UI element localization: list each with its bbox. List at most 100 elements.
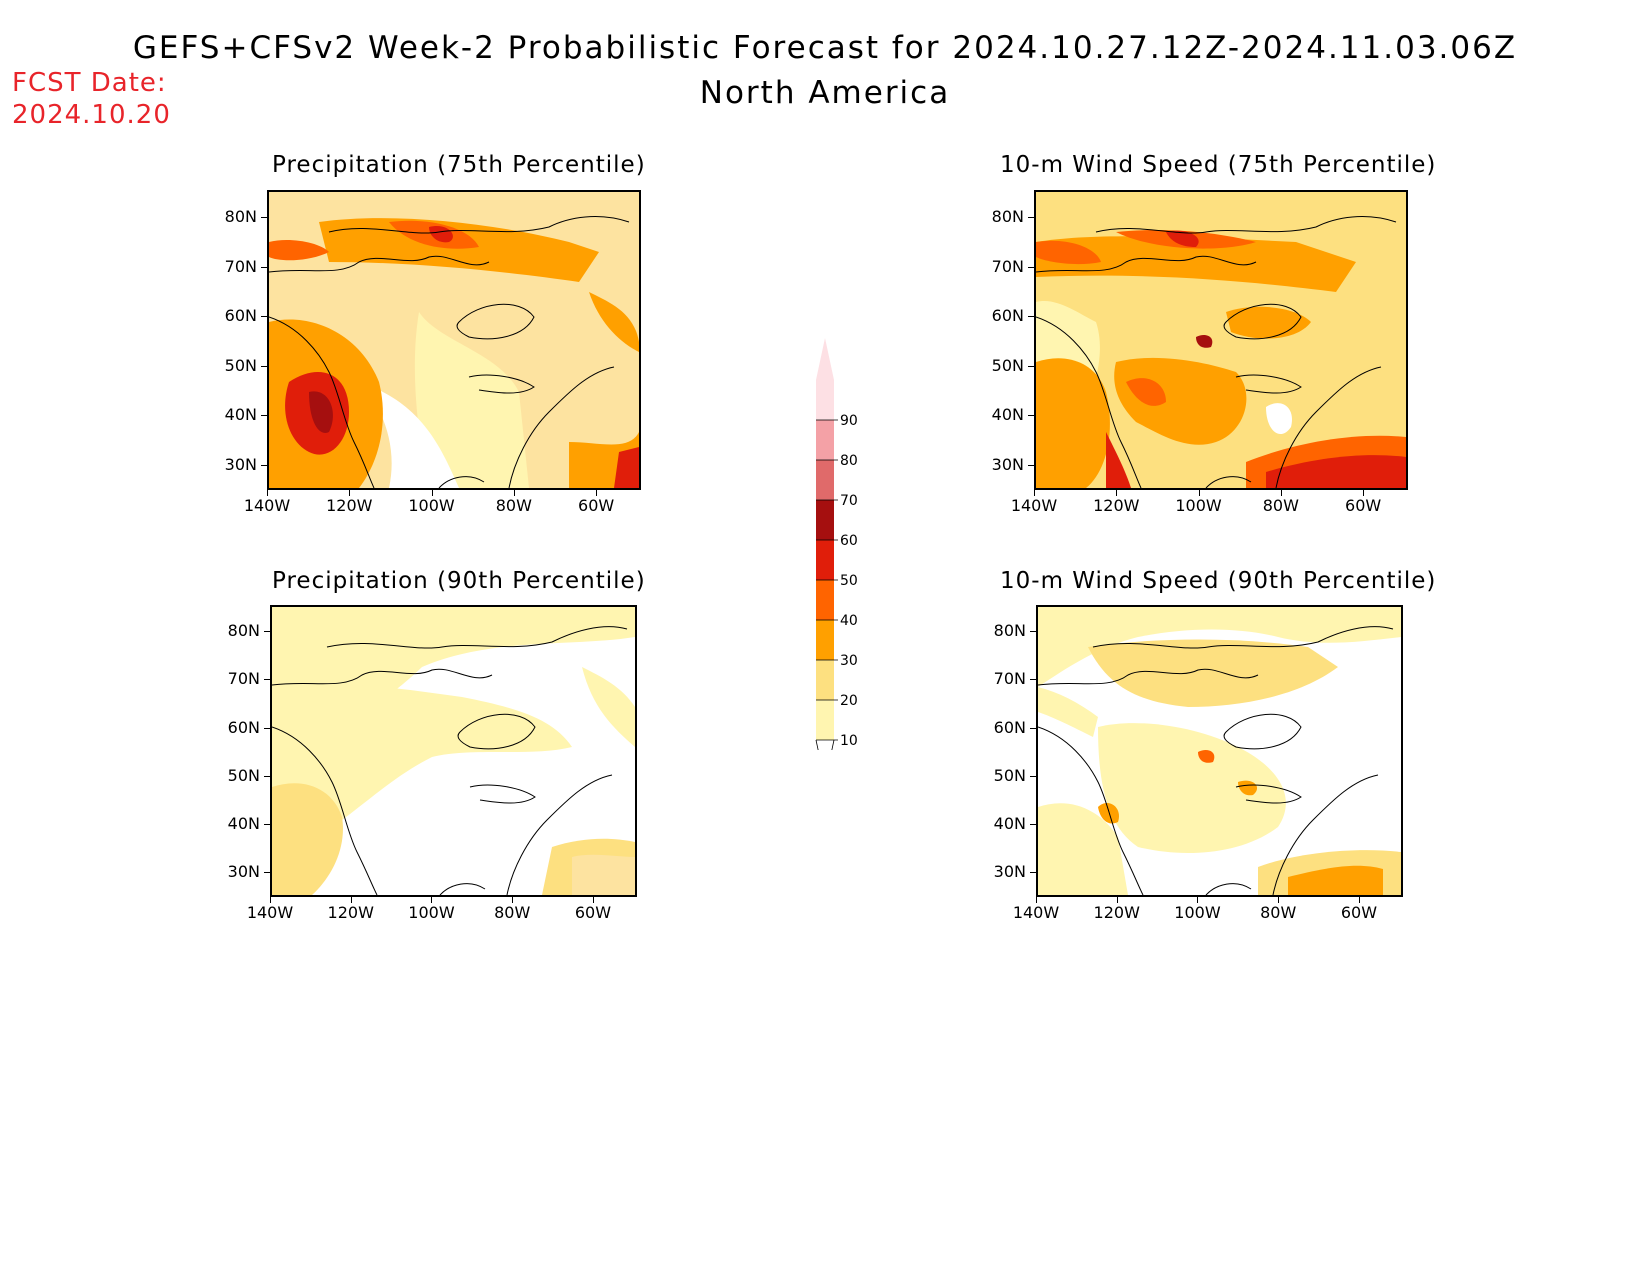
map-precip-90 <box>270 605 637 897</box>
map-wind-90-graphic <box>1038 607 1401 895</box>
lon-label-wind-75: 80W <box>1262 496 1299 515</box>
lat-label-precip-90: 30N <box>227 862 260 882</box>
lon-tick-wind-90 <box>1358 897 1360 903</box>
region-subtitle: North America <box>699 75 951 111</box>
lon-label-wind-75: 140W <box>1010 496 1058 515</box>
lat-tick-wind-75 <box>1028 464 1034 466</box>
colorbar-graphic: 90 80 70 60 50 40 30 20 10 <box>815 338 858 783</box>
lon-label-precip-90: 140W <box>246 903 294 922</box>
colorbar-label: 50 <box>840 573 858 589</box>
map-wind-75 <box>1034 190 1408 490</box>
lat-tick-precip-90 <box>264 727 270 729</box>
lon-tick-precip-75 <box>596 490 598 496</box>
lat-label-wind-75: 80N <box>991 207 1024 226</box>
colorbar-swatch <box>816 460 834 500</box>
lon-label-precip-75: 140W <box>243 496 291 515</box>
lat-tick-precip-75 <box>261 415 267 416</box>
fcst-date-value: 2024.10.20 <box>12 100 171 130</box>
lat-label-precip-75: 50N <box>224 355 257 375</box>
lon-tick-precip-75 <box>431 490 433 496</box>
colorbar-swatch <box>816 540 834 580</box>
panel-title-precip-90: Precipitation (90th Percentile) <box>272 568 646 594</box>
lat-tick-wind-75 <box>1028 365 1034 367</box>
lon-label-wind-90: 140W <box>1012 903 1060 922</box>
lat-tick-wind-90 <box>1030 775 1036 777</box>
lon-tick-wind-90 <box>1036 897 1037 903</box>
map-precip-75 <box>267 190 641 490</box>
lat-label-wind-75: 60N <box>991 306 1024 325</box>
lat-label-precip-90: 80N <box>227 621 260 641</box>
lat-label-precip-75: 80N <box>224 207 257 226</box>
lat-tick-precip-90 <box>264 679 270 681</box>
colorbar-swatch <box>816 580 834 620</box>
colorbar-swatch <box>816 660 834 700</box>
lat-label-wind-75: 30N <box>991 454 1024 474</box>
lon-tick-wind-90 <box>1197 897 1199 903</box>
lon-label-precip-90: 100W <box>408 903 455 922</box>
colorbar-bottom-arrow <box>815 739 835 783</box>
colorbar-swatch <box>816 620 834 660</box>
lon-label-precip-75: 60W <box>578 496 615 515</box>
colorbar-label: 20 <box>840 693 858 709</box>
lat-label-precip-75: 60N <box>224 306 257 325</box>
panel-title-precip-75: Precipitation (75th Percentile) <box>272 152 646 178</box>
lon-tick-wind-90 <box>1278 897 1280 903</box>
map-wind-90 <box>1036 605 1403 897</box>
lon-tick-wind-75 <box>1280 490 1282 496</box>
lat-label-wind-75: 40N <box>991 405 1024 424</box>
lat-tick-wind-90 <box>1030 679 1036 681</box>
lon-tick-wind-90 <box>1116 897 1118 903</box>
map-precip-90-graphic <box>272 607 635 895</box>
panel-title-wind-90: 10-m Wind Speed (90th Percentile) <box>1000 568 1437 594</box>
lon-tick-precip-90 <box>350 897 352 903</box>
lon-tick-precip-90 <box>270 897 271 903</box>
lat-label-precip-90: 50N <box>227 765 260 785</box>
lat-tick-wind-75 <box>1028 217 1034 218</box>
lat-label-precip-90: 40N <box>227 814 260 833</box>
lat-tick-precip-75 <box>261 266 267 268</box>
lon-label-wind-75: 120W <box>1093 496 1140 515</box>
lat-label-precip-75: 70N <box>224 256 257 276</box>
colorbar-swatch <box>816 420 834 460</box>
lon-label-precip-90: 60W <box>574 903 612 922</box>
lon-tick-wind-75 <box>1034 490 1035 496</box>
colorbar-label: 40 <box>840 613 858 629</box>
colorbar-top-arrow <box>816 338 834 380</box>
lon-tick-wind-75 <box>1116 490 1118 496</box>
colorbar: 90 80 70 60 50 40 30 20 10 <box>790 330 880 783</box>
lat-label-precip-90: 70N <box>227 669 260 689</box>
lat-label-wind-75: 70N <box>991 256 1024 276</box>
lat-label-wind-75: 50N <box>991 355 1024 375</box>
lat-tick-precip-90 <box>264 872 270 874</box>
lon-label-precip-90: 80W <box>494 903 531 922</box>
lat-tick-wind-75 <box>1028 266 1034 268</box>
lat-tick-precip-75 <box>261 316 267 317</box>
colorbar-swatch <box>816 500 834 540</box>
lon-tick-precip-75 <box>267 490 268 496</box>
lat-tick-wind-75 <box>1028 415 1034 416</box>
lat-tick-wind-90 <box>1030 872 1036 874</box>
panel-title-wind-75: 10-m Wind Speed (75th Percentile) <box>1000 152 1437 178</box>
colorbar-label: 70 <box>840 493 858 509</box>
lon-label-precip-90: 120W <box>327 903 374 922</box>
lon-label-precip-75: 120W <box>326 496 373 515</box>
lat-tick-precip-75 <box>261 365 267 367</box>
lon-tick-precip-90 <box>592 897 594 903</box>
colorbar-label: 80 <box>840 453 858 469</box>
lon-label-wind-90: 60W <box>1340 903 1378 922</box>
lon-label-wind-90: 80W <box>1260 903 1297 922</box>
lat-label-wind-90: 60N <box>993 717 1026 737</box>
lat-tick-precip-75 <box>261 217 267 218</box>
lon-label-precip-75: 80W <box>495 496 532 515</box>
lon-label-wind-90: 120W <box>1093 903 1140 922</box>
lon-tick-wind-75 <box>1198 490 1200 496</box>
lon-label-wind-75: 100W <box>1175 496 1222 515</box>
fcst-date-label: FCST Date: <box>12 68 167 98</box>
lat-label-wind-90: 30N <box>993 862 1026 882</box>
lat-label-precip-75: 30N <box>224 454 257 474</box>
lat-label-wind-90: 70N <box>993 669 1026 689</box>
colorbar-label: 60 <box>840 533 858 549</box>
lat-tick-wind-90 <box>1030 727 1036 729</box>
lat-tick-precip-90 <box>264 775 270 777</box>
lat-tick-precip-90 <box>264 631 270 633</box>
